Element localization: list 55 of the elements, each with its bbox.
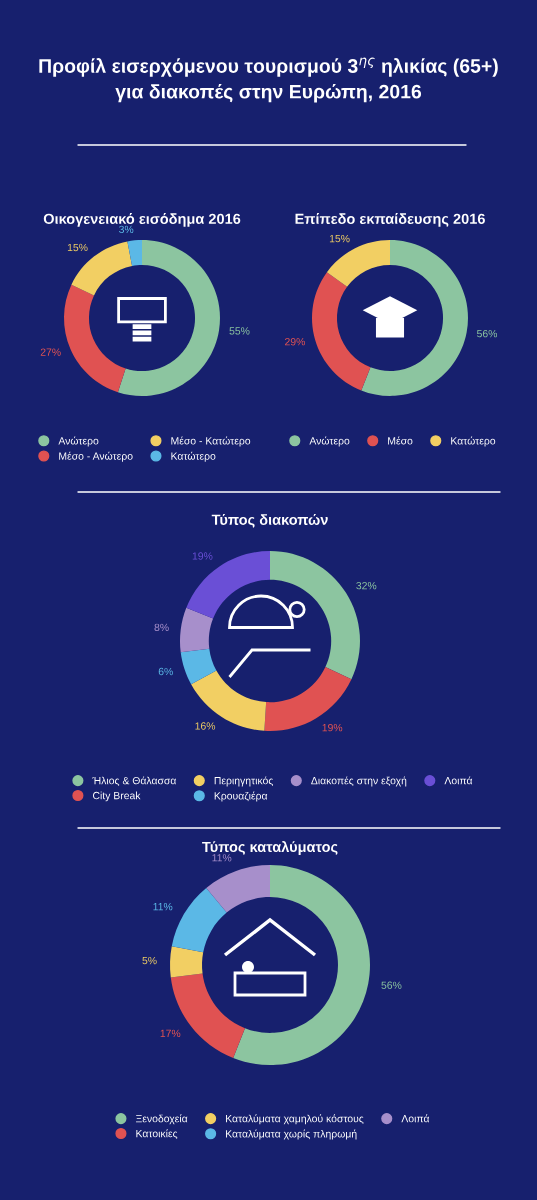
legend-label: Καταλύματα χαμηλού κόστους [226,1114,364,1125]
data-label: 17% [160,1029,181,1038]
donut-slice [64,284,126,393]
donut-slice [361,240,468,396]
donut-slice [191,670,267,731]
legend-label: City Break [93,791,141,802]
data-label: 56% [477,329,498,338]
data-label: 3% [119,225,134,234]
data-label: 15% [329,234,350,243]
data-label: 11% [153,902,173,911]
data-label: 19% [322,723,343,732]
legend-label: Ήλιος & Θάλασσα [92,776,177,787]
legend-label: Ανώτερο [58,436,99,447]
data-label: 16% [195,722,216,730]
data-label: 6% [158,667,173,676]
legend-label: Λοιπά [444,776,473,785]
donut-slice [180,607,214,653]
slice-label: Ανώτερο [309,436,350,447]
data-label: 29% [285,338,305,346]
donut-slice [312,272,371,391]
legend-label: Μέσο [388,436,413,445]
donut-slice [233,865,370,1065]
legend-label: Διακοπές στην εξοχή [311,776,407,787]
legend-label: Περιηγητικός [214,776,274,787]
chart-title: Τύπος διακοπών [211,514,328,528]
donut-slice [117,240,220,396]
legend-label: Μέσο - Ανώτερο [59,451,133,462]
donut-slice [170,946,204,978]
legend-label: Κατώτερο [171,451,216,462]
data-label: 11% [212,854,232,862]
data-label: 19% [192,552,213,560]
donut-slice [264,667,352,731]
data-label: 15% [67,243,88,252]
legend-label: Ξενοδοχεία [135,1114,188,1125]
legend-label: Μέσο - Κατώτερο [171,436,251,447]
legend-label: Κατοικίες [136,1129,178,1139]
data-label: 27% [40,348,61,356]
donut-slice [186,551,270,619]
data-label: 56% [381,981,402,989]
legend-label: Κατώτερο [451,436,496,447]
data-label: 5% [142,956,157,965]
donut-slice [206,865,270,913]
chart-title: Τύπος καταλύματος [202,840,338,855]
data-label: 32% [356,581,377,590]
chart-title: Επίπεδο εκπαίδευσης 2016 [295,213,485,227]
donut-slice [127,240,142,266]
data-label: 8% [154,623,169,632]
donut-slice [180,648,217,685]
donut-slice [171,887,227,953]
chart-title: Οικογενειακό εισόδημα 2016 [43,213,241,227]
legend-label: Λοιπά [401,1114,430,1123]
legend-label: Κρουαζιέρα [214,791,268,802]
data-label: 55% [229,327,250,335]
text: Προφίλ εισερχόμενου τουρισμού 3$^{ης}$ ηλικίας (65+) για διακοπές στην Ευρώπη, 2016 [39,57,498,103]
legend-label: Καταλύματα χωρίς πληρωμή [226,1129,357,1140]
